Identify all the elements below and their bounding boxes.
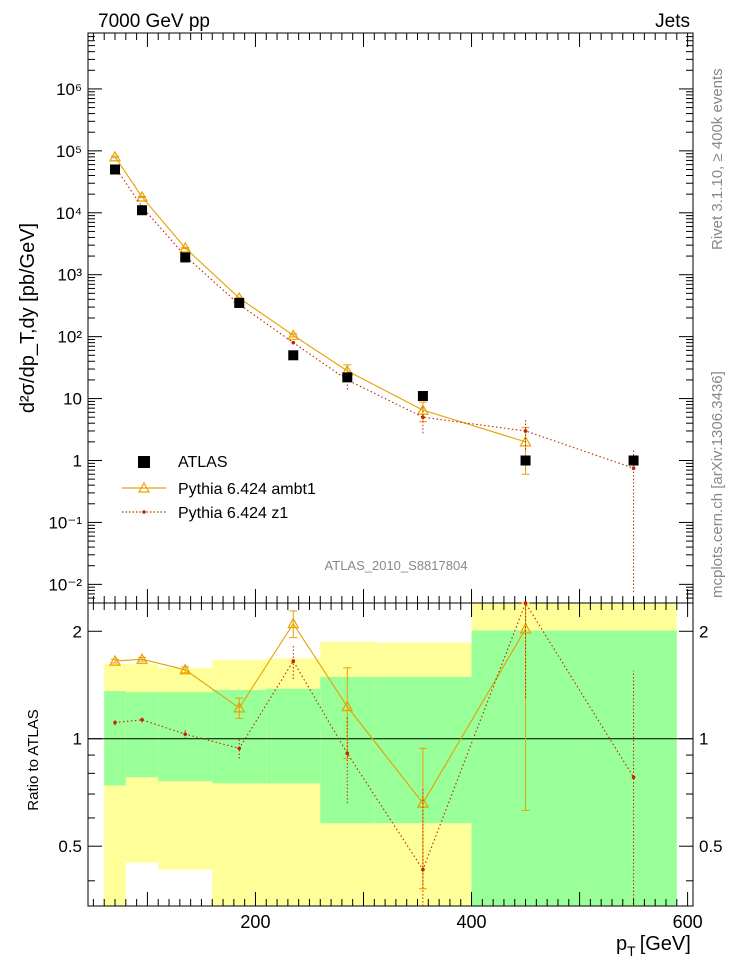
series-line <box>114 166 634 469</box>
point-marker <box>135 652 149 664</box>
data-point <box>137 205 148 216</box>
point-marker <box>523 601 528 605</box>
data-point <box>288 350 299 361</box>
observable-label: Jets <box>655 11 690 32</box>
x-tick-label: 600 <box>673 912 703 932</box>
point-marker <box>291 659 296 663</box>
point-marker <box>421 415 425 420</box>
point-marker <box>345 751 350 756</box>
ratio-tick-label-right: 1 <box>699 730 708 749</box>
point-marker <box>287 617 300 629</box>
legend-label-atlas: ATLAS <box>178 454 228 471</box>
data-point <box>520 455 531 466</box>
x-tick-label: 400 <box>457 912 487 932</box>
source-label: mcplots.cern.ch [arXiv:1306.3436] <box>709 371 726 598</box>
y-tick-label: 10⁵ <box>56 142 82 161</box>
point-marker <box>631 466 636 471</box>
ratio-line <box>114 622 527 805</box>
point-marker <box>416 403 429 415</box>
y-tick-label: 10⁶ <box>56 80 82 99</box>
legend-marker-ambt1 <box>137 481 151 493</box>
data-point <box>417 391 428 402</box>
ratio-plot-frame <box>87 602 694 907</box>
ratio-tick-label-right: 0.5 <box>699 837 723 856</box>
point-marker <box>140 717 144 722</box>
point-marker <box>108 150 122 162</box>
main-y-ticks: 10⁻² 10⁻¹ 1 10 10² 10³ 10⁴ 10⁵ 10⁶ <box>48 32 693 604</box>
point-marker <box>631 775 636 780</box>
ratio-tick-label: 0.5 <box>58 837 82 856</box>
ratio-tick-label-right: 2 <box>699 622 708 641</box>
series-pythia-z1 <box>113 165 636 593</box>
point-marker <box>179 663 192 675</box>
ratio-tick-label: 2 <box>73 622 82 641</box>
legend-label-ambt1: Pythia 6.424 ambt1 <box>178 481 316 498</box>
data-point <box>110 164 121 175</box>
point-marker <box>237 746 242 751</box>
x-ticks: 200 400 600 <box>92 33 703 932</box>
legend-marker-atlas <box>138 456 150 468</box>
band-inner-2 <box>158 692 213 782</box>
series-pythia-ambt1 <box>108 150 532 475</box>
point-marker <box>421 867 425 872</box>
y-tick-label: 10⁻² <box>48 575 82 594</box>
ratio-uncertainty-bands <box>104 603 677 906</box>
y-tick-label: 10⁻¹ <box>48 513 82 532</box>
analysis-id: ATLAS_2010_S8817804 <box>325 558 468 573</box>
rivet-version-label: Rivet 3.1.10, ≥ 400k events <box>709 68 726 250</box>
y-tick-label: 10⁴ <box>56 204 82 223</box>
data-point <box>234 297 245 308</box>
point-marker <box>179 241 192 253</box>
point-marker <box>108 654 122 666</box>
band-inner-1 <box>125 692 159 778</box>
point-marker <box>233 701 246 713</box>
point-marker <box>183 732 188 736</box>
point-marker <box>287 329 300 340</box>
ratio-tick-label: 1 <box>73 730 82 749</box>
ratio-y-axis-label: Ratio to ATLAS <box>25 709 42 810</box>
point-marker <box>519 622 532 634</box>
y-tick-label: 10³ <box>57 266 82 285</box>
beam-label: 7000 GeV pp <box>98 11 210 32</box>
series-line <box>114 156 526 443</box>
data-point <box>180 252 191 263</box>
point-marker <box>341 700 354 712</box>
point-marker <box>291 340 296 345</box>
legend-label-z1: Pythia 6.424 z1 <box>178 505 288 522</box>
y-tick-label: 10 <box>63 390 82 409</box>
point-marker <box>523 429 528 433</box>
y-tick-label: 1 <box>73 452 82 471</box>
series-atlas-data <box>110 164 639 466</box>
ratio-pythia-z1 <box>113 601 636 906</box>
point-marker <box>135 190 149 202</box>
x-axis-label: pT [GeV] <box>616 933 691 959</box>
data-point <box>342 372 353 383</box>
point-marker <box>113 720 117 725</box>
legend: ATLAS Pythia 6.424 ambt1 Pythia 6.424 z1 <box>122 454 316 522</box>
main-y-axis-label: d²σ/dp_T,dy [pb/GeV] <box>17 223 39 413</box>
data-point <box>628 455 639 466</box>
x-tick-label: 200 <box>240 912 270 932</box>
band-inner-4 <box>266 688 321 784</box>
legend-marker-z1 <box>142 510 146 514</box>
ratio-y-ticks: 0.5 0.5 1 1 2 2 <box>58 622 723 882</box>
y-tick-label: 10² <box>57 328 82 347</box>
